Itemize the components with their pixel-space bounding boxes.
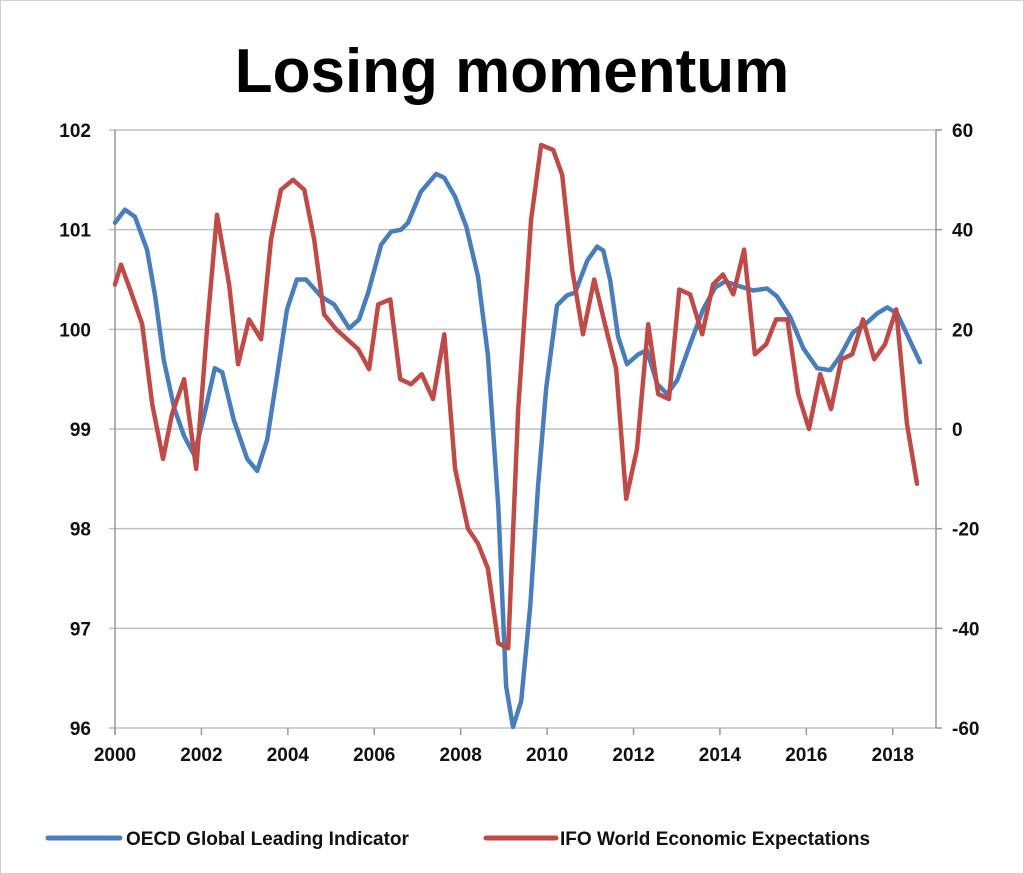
x-tick-label: 2016 — [785, 745, 827, 766]
y2-tick-label: -60 — [952, 719, 979, 740]
y2-tick-label: -40 — [952, 619, 979, 640]
series-lines — [112, 142, 923, 730]
chart-title: Losing momentum — [235, 37, 790, 106]
y2-tick-label: 40 — [952, 221, 973, 242]
y-tick-label: 102 — [59, 121, 91, 142]
axes: 96 97 98 99 100 101 102 -60 -40 -20 0 20 40 60 2000 200… — [59, 121, 979, 766]
x-tick-label: 2012 — [612, 745, 654, 766]
y-tick-label: 98 — [70, 520, 91, 541]
y-tick-label: 101 — [59, 221, 91, 242]
y-tick-label: 99 — [70, 420, 91, 441]
legend: OECD Global Leading Indicator IFO World … — [45, 829, 870, 850]
legend-label-oecd: OECD Global Leading Indicator — [126, 829, 410, 850]
x-tick-label: 2006 — [353, 745, 395, 766]
y-tick-label: 96 — [70, 719, 91, 740]
legend-label-ifo: IFO World Economic Expectations — [560, 829, 870, 850]
series-line-oecd — [112, 171, 923, 730]
x-tick-label: 2008 — [440, 745, 482, 766]
series-line-ifo — [112, 142, 920, 651]
y2-tick-label: 60 — [952, 121, 973, 142]
x-tick-label: 2018 — [872, 745, 914, 766]
x-tick-label: 2014 — [699, 745, 742, 766]
y2-tick-label: 0 — [952, 420, 963, 441]
x-tick-label: 2010 — [526, 745, 568, 766]
y-tick-label: 97 — [70, 619, 91, 640]
y2-tick-label: -20 — [952, 520, 979, 541]
x-tick-label: 2002 — [180, 745, 222, 766]
x-tick-label: 2004 — [267, 745, 310, 766]
y2-tick-label: 20 — [952, 320, 973, 341]
x-tick-label: 2000 — [94, 745, 136, 766]
y-tick-label: 100 — [59, 320, 91, 341]
